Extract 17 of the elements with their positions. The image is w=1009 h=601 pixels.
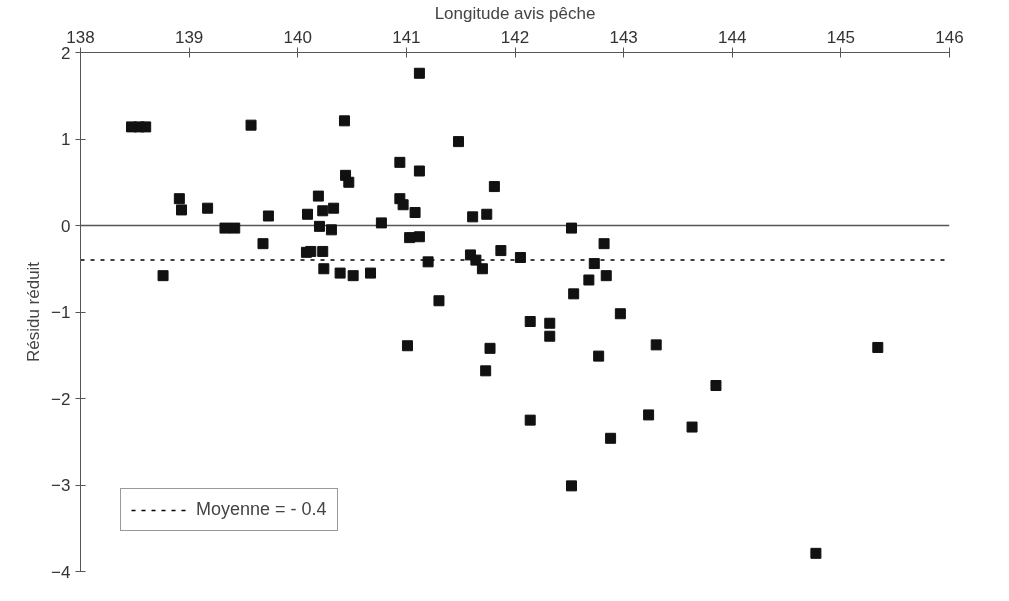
x-axis-title: Longitude avis pêche <box>434 3 596 23</box>
y-tick-label: −1 <box>51 303 71 322</box>
x-tick-label: 140 <box>283 27 312 47</box>
y-tick-label: −2 <box>51 389 71 409</box>
x-tick-label: 144 <box>718 27 747 47</box>
x-tick-label: 143 <box>609 27 638 47</box>
x-tick-label: 139 <box>174 27 204 47</box>
y-tick-label: 1 <box>61 130 71 149</box>
y-tick-label: −3 <box>51 476 71 495</box>
x-tick-label: 141 <box>392 27 421 47</box>
y-tick-label: 0 <box>61 216 71 236</box>
x-tick-label: 146 <box>935 27 964 47</box>
y-axis-title: Résidu réduit <box>24 261 44 363</box>
legend-label: Moyenne = - 0.4 <box>196 499 327 520</box>
x-tick-label: 142 <box>500 27 530 47</box>
y-tick-label: −4 <box>51 562 71 582</box>
x-tick-label: 145 <box>826 27 856 47</box>
